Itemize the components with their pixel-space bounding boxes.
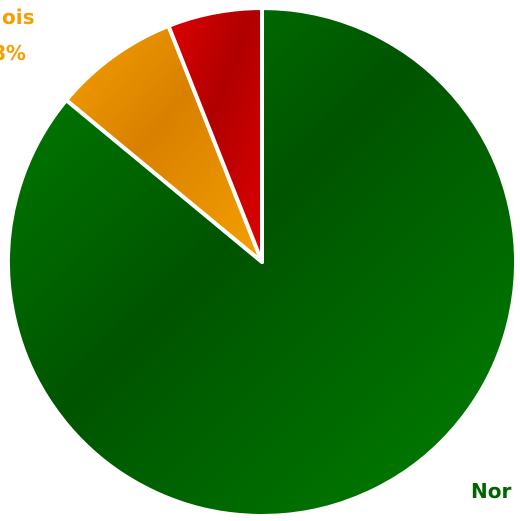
slice-label-ois: ois xyxy=(2,5,35,29)
pie-slices xyxy=(6,6,518,518)
pie-slice-ois xyxy=(64,23,264,264)
pie-slice-unlabeled-2 xyxy=(166,6,264,264)
slice-percent-label-ois: 8% xyxy=(0,41,26,65)
slice-label-nor: Nor xyxy=(471,479,511,503)
pie-labels: ois 8% Nor xyxy=(0,5,511,503)
